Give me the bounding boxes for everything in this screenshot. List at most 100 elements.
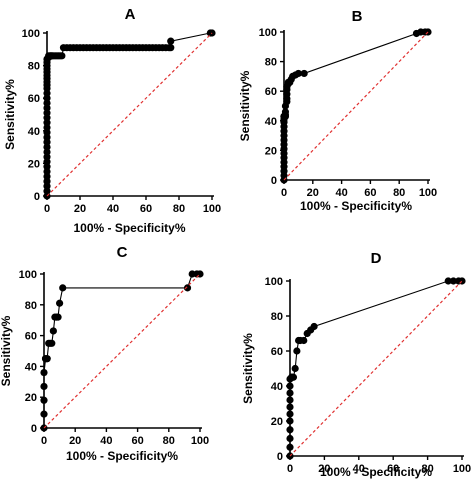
x-tick-label: 80 — [393, 187, 405, 199]
y-axis-title: Sensitivity% — [241, 333, 255, 404]
panel-letter: A — [125, 6, 136, 23]
x-tick-label: 20 — [69, 435, 81, 447]
roc-point — [59, 284, 67, 292]
x-tick-label: 60 — [387, 463, 399, 475]
y-tick-label: 80 — [265, 57, 277, 69]
roc-point — [40, 396, 48, 404]
y-tick-label: 100 — [22, 28, 40, 40]
roc-point — [310, 322, 318, 331]
reference-line — [283, 31, 429, 181]
roc-point — [289, 373, 298, 381]
y-tick-label: 0 — [31, 423, 37, 435]
x-axis-title: 100% - Specificity% — [66, 449, 178, 463]
x-tick-label: 60 — [131, 435, 143, 447]
roc-point — [40, 410, 48, 418]
y-tick-label: 40 — [28, 126, 40, 138]
y-tick-label: 100 — [259, 27, 277, 39]
roc-point — [40, 382, 48, 391]
y-tick-label: 20 — [28, 158, 40, 170]
roc-curve-line — [43, 273, 200, 428]
roc-panel-b: B 0 20 40 60 80 100 0 20 40 60 80 100 100% - Specific… — [238, 8, 437, 213]
y-tick-label: 100 — [19, 269, 37, 281]
x-tick-label: 100 — [191, 435, 209, 447]
x-axis-title: 100% - Specificity% — [320, 465, 432, 479]
x-tick-label: 80 — [421, 463, 433, 475]
roc-point — [449, 277, 457, 285]
x-tick-label: 80 — [163, 435, 175, 447]
reference-line — [46, 32, 213, 197]
roc-point — [286, 396, 294, 404]
x-tick-label: 0 — [44, 203, 50, 215]
roc-point — [286, 434, 294, 443]
roc-point — [300, 336, 308, 345]
roc-point — [286, 417, 294, 425]
roc-point — [286, 382, 294, 390]
x-tick-label: 80 — [173, 203, 185, 215]
roc-point — [167, 44, 175, 52]
roc-point — [281, 108, 290, 116]
x-tick-label: 20 — [318, 463, 330, 475]
x-tick-label: 100 — [453, 463, 471, 475]
x-tick-label: 60 — [364, 187, 376, 199]
roc-point — [43, 355, 51, 363]
roc-panel-c: C 0 20 40 60 80 100 0 20 40 60 80 100 100% - Specific… — [0, 244, 209, 463]
y-tick-label: 100 — [265, 276, 283, 288]
x-tick-label: 40 — [100, 435, 112, 447]
roc-point — [293, 347, 301, 355]
roc-point — [54, 313, 62, 321]
roc-point — [286, 389, 294, 397]
roc-point — [286, 426, 294, 434]
x-tick-label: 0 — [281, 187, 287, 199]
roc-panel-a: A 0 20 40 60 80 100 0 20 40 60 80 100 100% - Specific… — [3, 6, 221, 235]
y-tick-label: 20 — [25, 392, 37, 404]
x-tick-label: 100 — [203, 203, 221, 215]
x-axis-title: 100% - Specificity% — [300, 199, 412, 213]
y-tick-label: 0 — [271, 175, 277, 187]
reference-line — [43, 273, 201, 429]
y-tick-label: 40 — [271, 381, 283, 393]
y-tick-label: 60 — [271, 346, 283, 358]
roc-curve-line — [283, 31, 428, 180]
x-tick-label: 20 — [307, 187, 319, 199]
x-tick-label: 40 — [107, 203, 119, 215]
y-tick-label: 60 — [25, 331, 37, 343]
roc-point — [167, 37, 175, 45]
y-tick-label: 20 — [271, 416, 283, 428]
x-tick-label: 20 — [74, 203, 86, 215]
x-tick-label: 0 — [41, 435, 47, 447]
roc-point — [291, 364, 299, 373]
roc-point — [286, 443, 294, 451]
y-tick-label: 80 — [25, 300, 37, 312]
y-tick-label: 0 — [34, 191, 40, 203]
y-axis-title: Sensitivity% — [0, 315, 13, 386]
roc-point — [40, 368, 48, 377]
y-tick-label: 60 — [265, 86, 277, 98]
y-tick-label: 40 — [25, 361, 37, 373]
y-axis-title: Sensitivity% — [238, 70, 252, 141]
y-tick-label: 20 — [265, 145, 277, 157]
x-axis-title: 100% - Specificity% — [73, 221, 185, 235]
roc-panel-d: D 0 20 40 60 80 100 0 20 40 60 80 100 100% - Specific… — [241, 250, 471, 479]
y-tick-label: 60 — [28, 93, 40, 105]
roc-point — [294, 69, 302, 78]
roc-point — [444, 277, 452, 285]
roc-point — [300, 69, 308, 78]
x-tick-label: 40 — [353, 463, 365, 475]
roc-point — [49, 327, 57, 335]
y-tick-label: 80 — [271, 311, 283, 323]
roc-point — [48, 339, 56, 347]
y-axis-title: Sensitivity% — [3, 79, 17, 150]
panel-letter: D — [371, 250, 382, 267]
x-tick-label: 0 — [287, 463, 293, 475]
x-tick-label: 40 — [335, 187, 347, 199]
roc-point — [458, 277, 466, 285]
x-tick-label: 60 — [140, 203, 152, 215]
panel-letter: B — [352, 8, 363, 25]
y-tick-label: 0 — [277, 451, 283, 463]
x-tick-label: 100 — [419, 187, 437, 199]
y-tick-label: 40 — [265, 116, 277, 128]
roc-point — [58, 52, 66, 60]
roc-point — [286, 403, 294, 411]
roc-point — [183, 284, 192, 292]
